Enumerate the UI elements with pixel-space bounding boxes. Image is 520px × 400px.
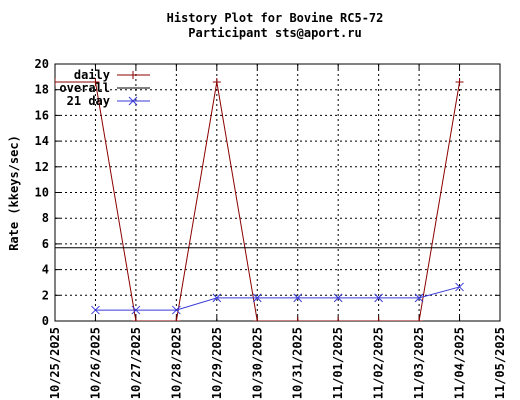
data-point [55, 77, 59, 86]
data-point [374, 293, 383, 303]
data-point [333, 293, 343, 303]
series-layer [55, 77, 500, 321]
chart-subtitle: Participant sts@aport.ru [188, 26, 361, 40]
data-point [172, 305, 181, 315]
data-point [129, 71, 137, 79]
x-tick-label: 11/04/2025 [453, 327, 467, 399]
y-axis-label: Rate (kkeys/sec) [7, 135, 21, 251]
data-point [455, 282, 464, 292]
data-point [91, 305, 100, 315]
legend-label: daily [74, 68, 110, 82]
x-tick-label: 10/26/2025 [88, 327, 102, 399]
y-tick-label: 10 [35, 186, 49, 200]
x-tick-label: 11/02/2025 [372, 327, 386, 399]
x-tick-label: 10/31/2025 [291, 327, 305, 399]
data-point [414, 293, 424, 303]
y-tick-label: 12 [35, 160, 49, 174]
y-tick-label: 14 [35, 134, 49, 148]
x-tick-label: 10/28/2025 [169, 327, 183, 399]
data-point [293, 317, 302, 321]
data-point [91, 77, 100, 86]
series-line [95, 286, 460, 311]
x-tick-label: 11/03/2025 [412, 327, 426, 399]
x-tick-label: 10/30/2025 [250, 327, 264, 399]
legend-label: 21 day [67, 94, 110, 108]
data-point [131, 317, 140, 321]
data-point [212, 293, 222, 303]
data-point [455, 77, 464, 86]
x-tick-label: 10/29/2025 [210, 327, 224, 399]
data-point [374, 317, 383, 321]
data-point [128, 96, 138, 106]
y-tick-label: 20 [35, 57, 49, 71]
data-point [212, 77, 221, 86]
chart-title: History Plot for Bovine RC5-72 [167, 11, 384, 25]
data-point [252, 293, 262, 303]
grid-lines [55, 64, 500, 321]
series-line [55, 81, 461, 321]
y-tick-label: 6 [42, 237, 49, 251]
data-point [172, 317, 181, 321]
y-tick-label: 0 [42, 314, 49, 328]
series-daily [55, 77, 464, 321]
x-tick-label: 11/05/2025 [493, 327, 507, 399]
y-tick-label: 4 [42, 263, 49, 277]
data-point [334, 317, 343, 321]
data-point [293, 293, 303, 303]
data-point [253, 317, 262, 321]
axes: 0 2 4 6 8 10 12 14 16 18 20 10/25/2025 10/26/2025 10/… [35, 57, 507, 399]
y-tick-label: 8 [42, 211, 49, 225]
y-tick-label: 18 [35, 83, 49, 97]
y-tick-label: 2 [42, 288, 49, 302]
series-21-day [91, 282, 464, 315]
data-point [415, 317, 424, 321]
y-tick-label: 16 [35, 108, 49, 122]
data-point [131, 305, 141, 315]
x-tick-label: 11/01/2025 [331, 327, 345, 399]
x-tick-label: 10/27/2025 [129, 327, 143, 399]
x-tick-label: 10/25/2025 [48, 327, 62, 399]
legend-label: overall [59, 81, 110, 95]
